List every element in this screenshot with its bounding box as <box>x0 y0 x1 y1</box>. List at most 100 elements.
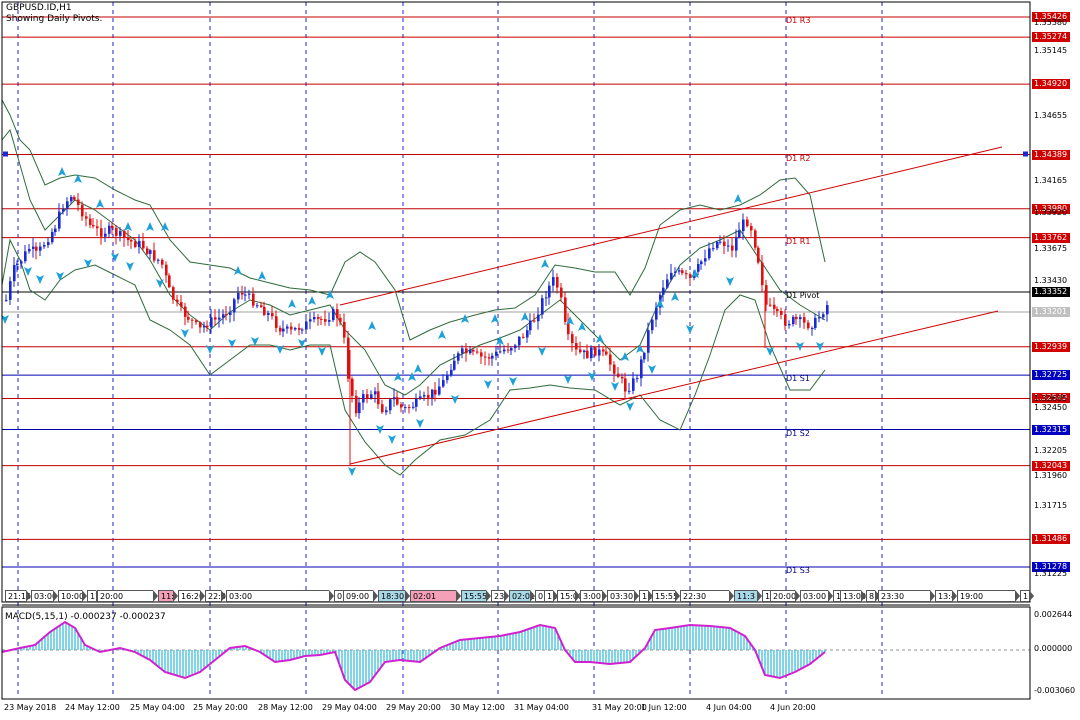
candle-body <box>621 376 624 379</box>
candle-body <box>328 320 331 322</box>
candle-body <box>495 351 498 356</box>
fractal-up-arrow-icon <box>161 222 169 231</box>
date-axis-label: 1 Jun 12:00 <box>641 703 687 712</box>
price-axis-tick: 1.31225 <box>1034 569 1068 578</box>
candle-body <box>244 294 247 296</box>
candle-body <box>655 307 658 320</box>
fractal-up-arrow-icon <box>691 269 699 278</box>
price-level-label: 1.35426 <box>1032 12 1070 22</box>
candle-body <box>548 285 551 298</box>
time-tag-label: 1 <box>1020 590 1034 602</box>
trend-lower-line <box>349 310 999 465</box>
candle-body <box>96 226 99 229</box>
fractal-down-arrow-icon <box>726 277 734 286</box>
fractal-up-arrow-icon <box>491 314 499 323</box>
fractal-up-arrow-icon <box>408 372 416 381</box>
candle-body <box>195 320 198 323</box>
candle-body <box>123 231 126 238</box>
time-tag-label: 03:00 <box>800 590 833 602</box>
candle-body <box>510 348 513 351</box>
candle-body <box>723 241 726 247</box>
candle-body <box>252 293 255 306</box>
candle-body <box>248 293 251 295</box>
macd-indicator <box>1 620 1030 692</box>
candle-body <box>670 272 673 280</box>
time-tag-label: 03:00 <box>226 590 334 602</box>
candle-body <box>85 216 88 219</box>
candle-body <box>484 356 487 358</box>
candle-body <box>161 259 164 265</box>
candle-body <box>415 398 418 407</box>
date-axis-label: 29 May 04:00 <box>322 703 377 712</box>
candle-body <box>522 336 525 338</box>
candle-body <box>716 242 719 249</box>
candle-body <box>393 397 396 400</box>
candle-body <box>503 349 506 352</box>
candle-body <box>814 317 817 329</box>
candle-body <box>400 404 403 408</box>
candle-body <box>746 219 749 227</box>
candle-body <box>818 317 821 319</box>
candle-body <box>613 364 616 374</box>
bollinger-lower-band <box>1 238 826 476</box>
candle-body <box>765 285 768 305</box>
candle-body <box>541 298 544 315</box>
candle-body <box>218 317 221 320</box>
candle-body <box>469 349 472 354</box>
fractal-down-arrow-icon <box>111 253 119 262</box>
fractal-down-arrow-icon <box>228 339 236 348</box>
fractal-up-arrow-icon <box>541 259 549 268</box>
fractal-up-arrow-icon <box>234 266 242 275</box>
fractal-down-arrow-icon <box>84 259 92 268</box>
candle-body <box>20 261 23 264</box>
candle-body <box>636 378 639 380</box>
candle-body <box>803 317 806 323</box>
candle-body <box>214 317 217 320</box>
date-axis-label: 25 May 04:00 <box>130 703 185 712</box>
candle-body <box>514 345 517 349</box>
candle-body <box>784 314 787 326</box>
price-level-label: 1.33352 <box>1032 287 1070 297</box>
candle-body <box>16 263 19 266</box>
fractal-up-arrow-icon <box>288 299 296 308</box>
candle-body <box>89 218 92 225</box>
candle-body <box>176 299 179 303</box>
candle-body <box>571 334 574 344</box>
candle-body <box>431 389 434 398</box>
candle-body <box>628 390 631 392</box>
candle-body <box>556 277 559 288</box>
fractal-up-arrow-icon <box>146 222 154 231</box>
time-tag-label: 8:3 <box>866 590 882 602</box>
pivot-name-label: D1 R2 <box>786 153 811 163</box>
symbol-title: GBPUSD.ID,H1 <box>6 3 72 13</box>
time-tag-label: 15:55 <box>652 590 680 602</box>
candle-body <box>62 208 65 212</box>
candle-body <box>754 230 757 248</box>
candle-body <box>545 297 548 299</box>
candle-body <box>419 396 422 399</box>
fractal-up-arrow-icon <box>258 271 266 280</box>
candle-body <box>396 397 399 405</box>
fractal-down-arrow-icon <box>648 365 656 374</box>
candle-body <box>77 199 80 205</box>
price-axis-tick: 1.32695 <box>1034 394 1068 403</box>
candle-body <box>47 242 50 246</box>
candle-body <box>237 292 240 300</box>
candle-body <box>404 407 407 409</box>
candle-body <box>13 265 16 282</box>
candle-body <box>640 359 643 379</box>
candle-body <box>229 312 232 315</box>
candle-body <box>594 347 597 356</box>
candle-body <box>567 321 570 335</box>
candle-body <box>750 226 753 231</box>
fractal-down-arrow-icon <box>206 345 214 354</box>
candle-body <box>427 395 430 398</box>
candle-body <box>624 378 627 392</box>
candle-body <box>35 246 38 251</box>
price-level-label: 1.33980 <box>1032 203 1070 214</box>
level-marker-left <box>3 151 8 157</box>
candle-body <box>700 261 703 265</box>
candle-body <box>279 327 282 332</box>
candle-body <box>389 399 392 411</box>
